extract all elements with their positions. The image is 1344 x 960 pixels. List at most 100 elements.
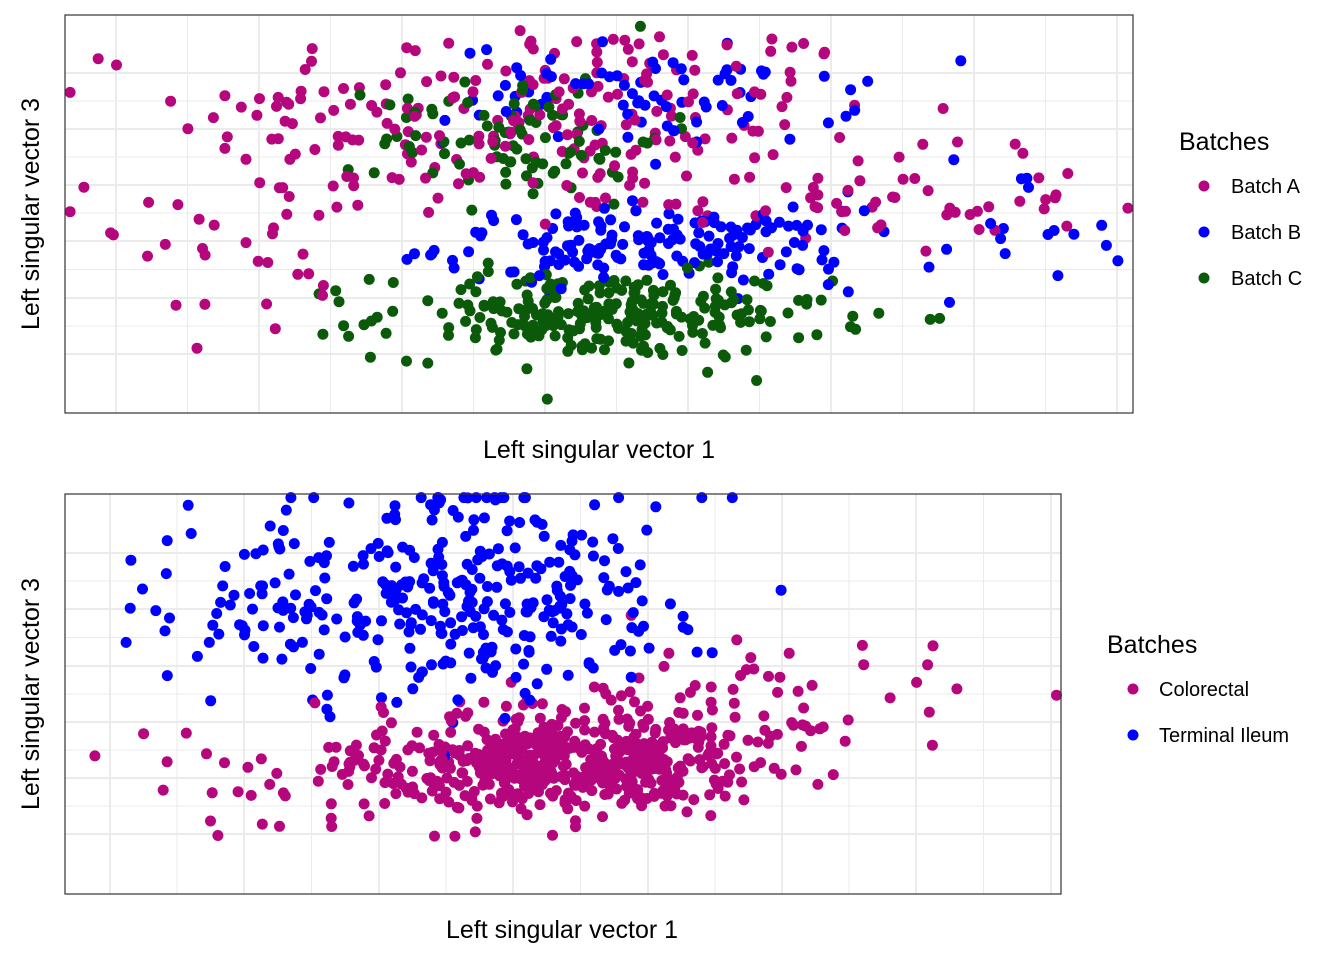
batch-a-point — [749, 86, 760, 98]
colorectal-point — [576, 746, 588, 758]
batch-a-point — [842, 184, 854, 196]
batch-a-point — [639, 177, 651, 189]
terminal-ileum-point — [463, 647, 475, 659]
batch-b-point — [999, 248, 1011, 260]
batch-a-point — [591, 46, 603, 58]
batch-c-point — [815, 294, 827, 306]
terminal-ileum-point — [360, 615, 372, 627]
batch-b-point — [463, 246, 475, 258]
batch-a-point — [781, 91, 793, 103]
terminal-ileum-point — [250, 548, 262, 560]
batch-b-point — [510, 214, 522, 226]
batch-a-point — [600, 192, 611, 204]
batch-c-point — [641, 274, 653, 286]
terminal-ileum-point — [277, 525, 289, 536]
colorectal-point — [688, 794, 700, 806]
terminal-ileum-point — [466, 583, 478, 595]
batch-c-point — [754, 304, 766, 316]
batch-a-point — [692, 205, 704, 217]
colorectal-point — [745, 652, 757, 664]
terminal-ileum-point — [290, 589, 301, 601]
batch-b-point — [425, 249, 437, 261]
terminal-ileum-point — [203, 636, 215, 648]
batch-c-point — [354, 89, 366, 101]
terminal-ileum-point — [501, 525, 513, 537]
batch-a-point — [697, 196, 709, 208]
batch-b-point — [948, 154, 960, 166]
batch-a-point — [553, 86, 565, 98]
colorectal-point — [674, 692, 686, 704]
colorectal-point — [658, 660, 670, 672]
batch-b-point — [537, 236, 549, 248]
colorectal-point — [923, 706, 935, 718]
terminal-ileum-point — [357, 629, 369, 641]
batch-c-point — [634, 20, 646, 32]
batch-a-point — [348, 180, 360, 192]
batch-b-point — [476, 227, 488, 239]
colorectal-point — [478, 726, 490, 738]
colorectal-point — [927, 640, 939, 652]
colorectal-point — [579, 715, 591, 727]
colorectal-point — [792, 685, 804, 697]
batch-a-point — [730, 60, 742, 72]
terminal-ileum-point — [276, 653, 288, 665]
terminal-ileum-point — [257, 620, 269, 632]
colorectal-point — [615, 690, 627, 702]
colorectal-point — [562, 803, 574, 815]
colorectal-point — [371, 729, 382, 741]
colorectal-point — [326, 821, 338, 832]
batch-c-point — [443, 329, 454, 341]
terminal-ileum-point — [706, 647, 718, 659]
batch-b-point — [448, 262, 460, 274]
terminal-ileum-point — [161, 535, 173, 547]
batch-c-point — [500, 178, 512, 190]
batch-c-point — [628, 287, 640, 299]
legend-key-batch-a — [1198, 180, 1210, 192]
batch-b-point — [1068, 228, 1080, 240]
legend-label-batch-a: Batch A — [1231, 176, 1301, 198]
batch-b-point — [793, 264, 805, 276]
batch-c-point — [793, 332, 805, 344]
colorectal-point — [657, 736, 669, 748]
terminal-ileum-point — [381, 512, 393, 524]
batch-b-point — [923, 261, 935, 273]
terminal-ileum-point — [357, 550, 369, 562]
colorectal-point — [839, 735, 851, 747]
batch-c-point — [410, 130, 422, 142]
terminal-ileum-point — [321, 703, 333, 715]
batch-c-point — [631, 315, 643, 327]
batch-a-point — [897, 173, 909, 185]
batch-c-point — [497, 153, 509, 164]
colorectal-point — [795, 740, 807, 752]
batch-a-point — [602, 91, 614, 103]
batch-c-point — [520, 153, 532, 165]
colorectal-point — [568, 778, 580, 790]
colorectal-point — [596, 750, 607, 762]
batch-c-point — [512, 319, 524, 331]
colorectal-point — [348, 754, 360, 766]
batch-b-point — [553, 248, 565, 260]
batch-c-point — [343, 330, 355, 342]
x-axis-title-top: Left singular vector 1 — [483, 436, 715, 464]
batch-c-point — [594, 153, 606, 165]
colorectal-point — [579, 800, 591, 812]
colorectal-point — [436, 762, 448, 774]
batch-b-point — [632, 230, 644, 242]
terminal-ileum-point — [207, 619, 219, 631]
batch-c-point — [436, 307, 448, 319]
terminal-ileum-point — [587, 550, 599, 562]
colorectal-point — [402, 744, 414, 756]
batch-a-point — [143, 196, 155, 208]
terminal-ileum-point — [215, 596, 227, 608]
legend-key-terminal-ileum — [1127, 729, 1139, 741]
colorectal-point — [638, 738, 650, 750]
points-top — [64, 20, 1134, 405]
batch-c-point — [549, 330, 561, 342]
batch-c-point — [764, 316, 776, 327]
batch-a-point — [297, 248, 309, 260]
batch-c-point — [582, 293, 594, 305]
terminal-ileum-point — [159, 625, 171, 637]
batch-a-point — [416, 144, 428, 156]
batch-b-point — [774, 259, 786, 271]
terminal-ileum-point — [775, 584, 787, 596]
